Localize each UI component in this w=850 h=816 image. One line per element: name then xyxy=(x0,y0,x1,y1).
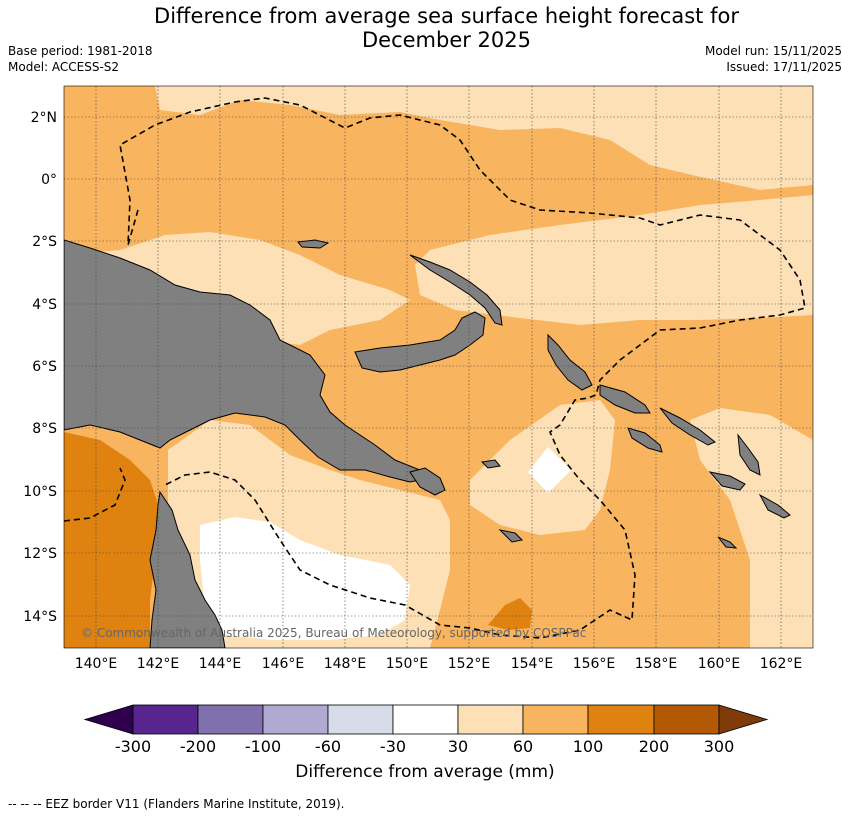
lat-tick: 2°N xyxy=(31,110,57,126)
lon-tick: 160°E xyxy=(698,656,741,672)
anomaly-30-60-north xyxy=(155,86,813,190)
solomon-island-3 xyxy=(627,427,663,453)
vanuatu-island-3 xyxy=(758,493,791,519)
longitude-ticks: 140°E 142°E 144°E 146°E 148°E 150°E 152°… xyxy=(75,656,803,672)
title-line-1: Difference from average sea surface heig… xyxy=(154,4,739,28)
lon-tick: 154°E xyxy=(511,656,554,672)
vanuatu-island-4 xyxy=(717,536,738,549)
colorbar-max-arrow xyxy=(718,704,769,735)
colorbar-bin xyxy=(392,704,459,735)
manus-island xyxy=(297,239,330,249)
lon-tick: 148°E xyxy=(324,656,367,672)
colorbar-label: -60 xyxy=(315,737,341,756)
colorbar-bin xyxy=(132,704,199,735)
issued-date: Issued: 17/11/2025 xyxy=(726,60,842,74)
colorbar-label: -200 xyxy=(180,737,216,756)
anomaly-neutral-small xyxy=(528,447,571,493)
lat-tick: 4°S xyxy=(32,297,57,313)
colorbar-label: 30 xyxy=(448,737,468,756)
latitude-ticks: 2°N 0° 2°S 4°S 6°S 8°S 10°S 12°S 14°S xyxy=(23,110,57,625)
lon-tick: 144°E xyxy=(199,656,242,672)
title-line-2: December 2025 xyxy=(361,28,531,52)
colorbar-bin xyxy=(522,704,589,735)
lat-tick: 6°S xyxy=(32,359,57,375)
lon-tick: 150°E xyxy=(386,656,429,672)
colorbar-label: -100 xyxy=(245,737,281,756)
page-title: Difference from average sea surface heig… xyxy=(0,4,850,52)
colorbar-bin xyxy=(457,704,524,735)
model-run: Model run: 15/11/2025 xyxy=(704,44,842,58)
lon-tick: 156°E xyxy=(573,656,616,672)
lon-tick: 152°E xyxy=(448,656,491,672)
anomaly-100-200-small xyxy=(488,598,532,630)
torres-islands xyxy=(480,459,501,469)
colorbar-bin xyxy=(262,704,329,735)
colorbar-bin xyxy=(327,704,394,735)
lat-tick: 0° xyxy=(41,172,57,188)
colorbar-bin xyxy=(197,704,264,735)
colorbar-bin xyxy=(587,704,655,735)
lat-tick: 14°S xyxy=(23,609,57,625)
eez-footnote: -- -- -- EEZ border V11 (Flanders Marine… xyxy=(8,797,345,811)
solomon-island-1 xyxy=(599,384,651,414)
new-britain-land xyxy=(354,311,486,373)
colorbar-title: Difference from average (mm) xyxy=(295,762,555,782)
lon-tick: 158°E xyxy=(635,656,678,672)
bougainville-land xyxy=(547,333,593,391)
colorbar-bin xyxy=(653,704,720,735)
louisiade-islands xyxy=(498,529,524,543)
colorbar-label: -30 xyxy=(380,737,406,756)
lon-tick: 140°E xyxy=(75,656,118,672)
colorbar-min-arrow xyxy=(83,704,134,735)
colorbar-label: 60 xyxy=(513,737,533,756)
lat-tick: 10°S xyxy=(23,484,57,500)
solomon-island-2 xyxy=(659,407,716,446)
meta-right: Model run: 15/11/2025 Issued: 17/11/2025 xyxy=(705,43,842,75)
cape-york-land xyxy=(149,490,226,648)
lat-tick: 12°S xyxy=(23,546,57,562)
new-ireland-land xyxy=(409,254,503,326)
map-gridlines xyxy=(64,86,813,648)
lon-tick: 142°E xyxy=(137,656,180,672)
dentrecasteaux-islands xyxy=(409,467,446,496)
anomaly-neutral-coral xyxy=(200,517,410,640)
lon-tick: 146°E xyxy=(262,656,305,672)
colorbar-label: -300 xyxy=(115,737,151,756)
copyright-notice: © Commonwealth of Australia 2025, Bureau… xyxy=(81,626,586,640)
anomaly-30-60-vanuatu xyxy=(690,408,813,648)
vanuatu-island-2 xyxy=(708,471,746,491)
lon-tick: 162°E xyxy=(760,656,803,672)
anomaly-30-60-east xyxy=(415,195,813,325)
meta-left: Base period: 1981-2018 Model: ACCESS-S2 xyxy=(8,43,153,75)
model-name: Model: ACCESS-S2 xyxy=(8,60,120,74)
lat-tick: 8°S xyxy=(32,421,57,437)
anomaly-100-200-west xyxy=(64,432,160,648)
eez-borders xyxy=(64,97,806,639)
colorbar-label: 200 xyxy=(639,737,670,756)
vanuatu-island-1 xyxy=(737,433,761,476)
base-period: Base period: 1981-2018 xyxy=(8,44,153,58)
lat-tick: 2°S xyxy=(32,234,57,250)
map-panel: © Commonwealth of Australia 2025, Bureau… xyxy=(64,86,813,648)
colorbar: -300 -200 -100 -60 -30 30 60 100 200 300 xyxy=(83,704,769,756)
anomaly-30-60-west xyxy=(64,232,410,345)
colorbar-label: 300 xyxy=(704,737,735,756)
colorbar-label: 100 xyxy=(573,737,604,756)
map-frame xyxy=(63,85,814,649)
